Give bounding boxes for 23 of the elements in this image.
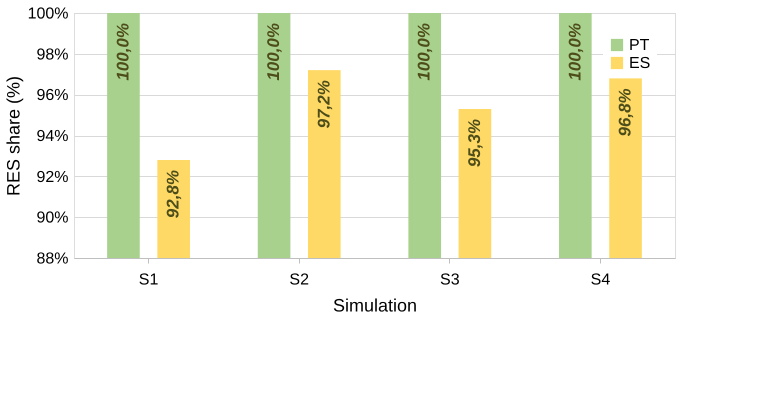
y-tick-label: 90% [36,210,68,227]
legend-label: PT [629,37,650,54]
data-label: 92,8% [164,170,183,218]
legend-label: ES [629,55,650,72]
data-label: 97,2% [314,80,334,128]
y-tick-label: 98% [36,46,68,64]
data-label: 100,0% [414,23,434,81]
data-label: 100,0% [565,23,584,81]
x-tick-label: S2 [289,272,310,288]
y-tick-label: 96% [36,87,68,104]
y-tick-label: 88% [36,250,68,268]
y-axis-title: RES share (%) [4,76,24,196]
y-tick-label: 100% [28,6,68,22]
data-label: 96,8% [616,88,635,137]
x-tick-label: S4 [590,272,610,288]
y-tick-label: 94% [36,128,68,145]
x-tick-label: S1 [138,272,158,288]
data-label: 100,0% [113,23,132,81]
data-label: 95,3% [464,118,484,168]
y-tick-label: 92% [36,168,68,186]
x-tick-label: S3 [440,272,460,288]
x-axis-title: Simulation [332,296,418,316]
data-label: 100,0% [264,23,284,81]
